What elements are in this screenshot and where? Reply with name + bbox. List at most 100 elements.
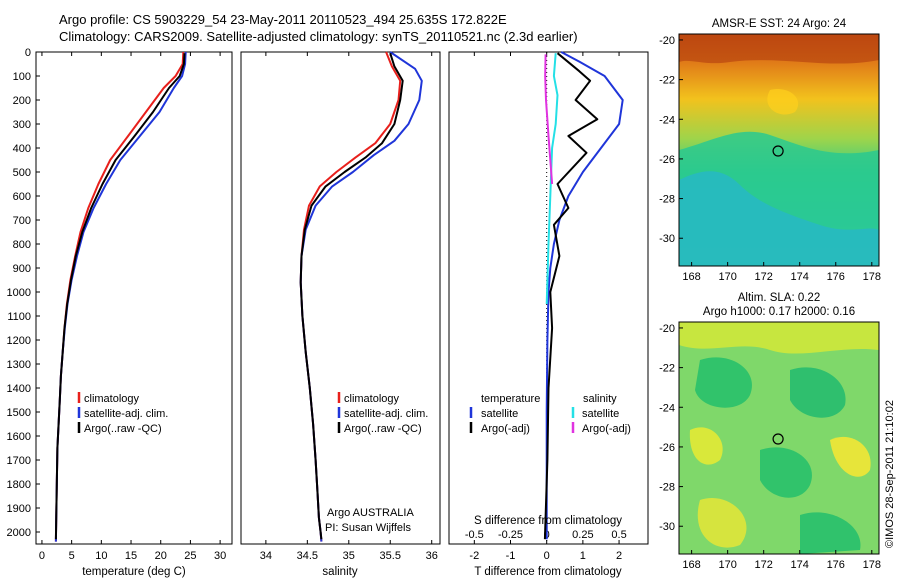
map-y-tick-label: -22: [659, 363, 675, 375]
x-tick-label: 35.5: [380, 550, 401, 562]
salinity-panel-frame: [240, 51, 441, 545]
temperature-panel-frame: [35, 51, 233, 545]
sla-map: [679, 322, 879, 554]
map-y-tick-label: -20: [659, 323, 675, 335]
temperature-legend: climatology satellite-adj. clim. Argo(..…: [77, 392, 168, 435]
legend-t-satellite: satellite: [481, 408, 518, 420]
depth-tick-label: 1500: [7, 407, 31, 419]
depth-tick-label: 900: [13, 263, 31, 275]
x-tick-label: 20: [155, 550, 167, 562]
map-x-tick-label: 170: [718, 271, 736, 283]
x-tick-label: -2: [469, 550, 479, 562]
depth-tick-label: 1400: [7, 383, 31, 395]
depth-tick-label: 0: [25, 47, 31, 59]
depth-axis: 0 100 200 300 400 500 600 700 800 900 1000 1100 1200…: [7, 47, 40, 539]
map-y-tick-label: -28: [659, 482, 675, 494]
map-x-tick-label: 178: [863, 271, 881, 283]
sst-map: [679, 34, 879, 266]
s-tick-label: 0.25: [572, 529, 593, 541]
legend-argo: Argo(..raw -QC): [84, 423, 162, 435]
series-satellite-adj-clim-: [54, 51, 187, 542]
map-y-tick-label: -30: [659, 233, 675, 245]
sst-map-title: AMSR-E SST: 24 Argo: 24: [712, 18, 847, 30]
map-y-tick-label: -28: [659, 194, 675, 206]
map-y-tick-label: -22: [659, 75, 675, 87]
depth-tick-label: 1100: [7, 311, 31, 323]
x-tick-label: 36: [426, 550, 438, 562]
legend-s-satellite: satellite: [582, 408, 619, 420]
legend-s-argo: Argo(-adj): [582, 423, 631, 435]
header-line-1: Argo profile: CS 5903229_54 23-May-2011 …: [59, 12, 507, 27]
depth-tick-label: 800: [13, 239, 31, 251]
map-y-tick-label: -26: [659, 154, 675, 166]
depth-tick-label: 600: [13, 191, 31, 203]
legend-climatology: climatology: [84, 393, 140, 405]
x-tick-label: 0: [544, 550, 550, 562]
s-tick-label: -0.25: [498, 529, 523, 541]
temperature-plot: 0 5 10 15 20 25 30: [39, 51, 226, 562]
sla-map-title-1: Altim. SLA: 0.22: [738, 292, 820, 304]
depth-tick-label: 400: [13, 143, 31, 155]
x-tick-label: 1: [580, 550, 586, 562]
legend-argo: Argo(..raw -QC): [344, 423, 422, 435]
legend-salinity-title: salinity: [583, 393, 617, 405]
x-tick-label: 2: [616, 550, 622, 562]
salinity-legend: climatology satellite-adj. clim. Argo(..…: [337, 392, 428, 435]
s-difference-xlabel: S difference from climatology: [474, 515, 622, 527]
difference-panel-frame: [448, 51, 649, 545]
map-y-tick-label: -30: [659, 521, 675, 533]
depth-tick-label: 1600: [7, 431, 31, 443]
map-x-tick-label: 172: [755, 271, 773, 283]
sst-map-axes: 168 170 172 174 176 178 -20 -22 -24 -26 -28 -30: [659, 35, 881, 283]
map-x-tick-label: 174: [791, 559, 809, 571]
s-tick-label: 0.5: [611, 529, 626, 541]
map-x-tick-label: 168: [682, 559, 700, 571]
series-temperature-satellite: [545, 51, 624, 540]
credit-stamp: ©IMOS 28-Sep-2011 21:10:02: [884, 400, 896, 548]
series-salinity-argo-adj-: [544, 54, 554, 185]
x-tick-label: 10: [95, 550, 107, 562]
depth-tick-label: 500: [13, 167, 31, 179]
x-tick-label: 15: [125, 550, 137, 562]
x-tick-label: 34: [260, 550, 272, 562]
t-difference-xlabel: T difference from climatology: [474, 566, 621, 578]
x-tick-label: 35: [343, 550, 355, 562]
pi-note: PI: Susan Wijffels: [325, 522, 411, 534]
map-x-tick-label: 168: [682, 271, 700, 283]
depth-tick-label: 100: [13, 71, 31, 83]
map-x-tick-label: 176: [827, 559, 845, 571]
map-y-tick-label: -24: [659, 114, 675, 126]
depth-tick-label: 200: [13, 95, 31, 107]
argo-country-note: Argo AUSTRALIA: [327, 507, 414, 519]
x-tick-label: 5: [69, 550, 75, 562]
legend-climatology: climatology: [344, 393, 400, 405]
depth-tick-label: 1300: [7, 359, 31, 371]
depth-tick-label: 700: [13, 215, 31, 227]
map-x-tick-label: 172: [755, 559, 773, 571]
legend-temperature-title: temperature: [481, 393, 540, 405]
series-salinity-satellite: [545, 53, 559, 305]
legend-satellite: satellite-adj. clim.: [344, 408, 428, 420]
series-temperature-argo-adj-: [543, 52, 599, 540]
map-x-tick-label: 176: [827, 271, 845, 283]
map-y-tick-label: -20: [659, 35, 675, 47]
sst-map-frame: [678, 33, 880, 267]
sla-map-frame: [678, 321, 880, 555]
series-climatology: [54, 51, 185, 542]
x-tick-label: 25: [184, 550, 196, 562]
depth-tick-label: 1800: [7, 479, 31, 491]
map-y-tick-label: -26: [659, 442, 675, 454]
legend-satellite: satellite-adj. clim.: [84, 408, 168, 420]
series-satellite-adj-clim-: [299, 51, 423, 542]
difference-plot: -2 -1 0 1 2-0.5 -0.25 0 0.25 0.5: [465, 51, 627, 562]
depth-tick-label: 1000: [7, 287, 31, 299]
map-x-tick-label: 170: [718, 559, 736, 571]
depth-tick-label: 300: [13, 119, 31, 131]
depth-tick-label: 1700: [7, 455, 31, 467]
series-argo-raw-qc-: [299, 52, 404, 540]
series-argo-raw-qc-: [54, 53, 186, 540]
x-tick-label: 30: [214, 550, 226, 562]
legend-t-argo: Argo(-adj): [481, 423, 530, 435]
depth-tick-label: 1900: [7, 503, 31, 515]
